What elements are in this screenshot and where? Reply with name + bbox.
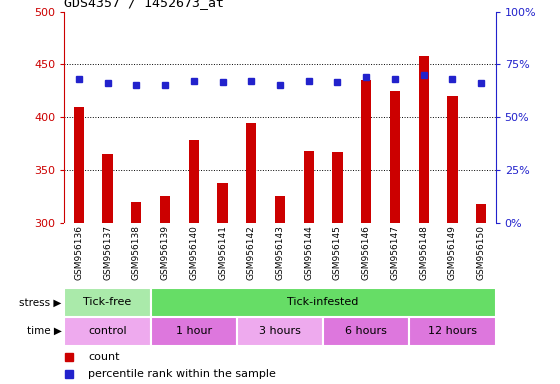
Text: GSM956145: GSM956145: [333, 225, 342, 280]
Text: 6 hours: 6 hours: [346, 326, 387, 336]
Text: Tick-free: Tick-free: [83, 297, 132, 308]
Bar: [151, 317, 237, 346]
Text: GSM956143: GSM956143: [276, 225, 284, 280]
Text: GSM956136: GSM956136: [74, 225, 83, 280]
Bar: [189, 140, 199, 223]
Text: GSM956149: GSM956149: [448, 225, 457, 280]
Bar: [304, 151, 314, 223]
Text: GSM956144: GSM956144: [304, 225, 313, 280]
Bar: [409, 317, 496, 346]
Text: 1 hour: 1 hour: [176, 326, 212, 336]
Text: GSM956137: GSM956137: [103, 225, 112, 280]
Text: GSM956140: GSM956140: [189, 225, 198, 280]
Bar: [323, 317, 409, 346]
Bar: [419, 56, 429, 223]
Text: count: count: [88, 352, 120, 362]
Text: control: control: [88, 326, 127, 336]
Text: GSM956148: GSM956148: [419, 225, 428, 280]
Bar: [246, 124, 256, 223]
Text: GSM956150: GSM956150: [477, 225, 486, 280]
Text: GDS4357 / 1452673_at: GDS4357 / 1452673_at: [64, 0, 225, 9]
Text: GSM956139: GSM956139: [161, 225, 170, 280]
Bar: [217, 183, 227, 223]
Text: GSM956138: GSM956138: [132, 225, 141, 280]
Bar: [275, 196, 285, 223]
Text: GSM956141: GSM956141: [218, 225, 227, 280]
Bar: [74, 107, 84, 223]
Bar: [131, 202, 141, 223]
Text: percentile rank within the sample: percentile rank within the sample: [88, 369, 276, 379]
Text: 3 hours: 3 hours: [259, 326, 301, 336]
Text: time ▶: time ▶: [27, 326, 62, 336]
Bar: [237, 317, 323, 346]
Text: GSM956146: GSM956146: [362, 225, 371, 280]
Bar: [333, 152, 343, 223]
Text: Tick-infested: Tick-infested: [287, 297, 359, 308]
Bar: [390, 91, 400, 223]
Text: stress ▶: stress ▶: [19, 297, 62, 308]
Bar: [476, 204, 486, 223]
Text: 12 hours: 12 hours: [428, 326, 477, 336]
Bar: [160, 196, 170, 223]
Text: GSM956147: GSM956147: [390, 225, 399, 280]
Bar: [361, 80, 371, 223]
Bar: [447, 96, 458, 223]
Bar: [151, 288, 496, 317]
Bar: [102, 154, 113, 223]
Bar: [64, 288, 151, 317]
Text: GSM956142: GSM956142: [247, 225, 256, 280]
Bar: [64, 317, 151, 346]
